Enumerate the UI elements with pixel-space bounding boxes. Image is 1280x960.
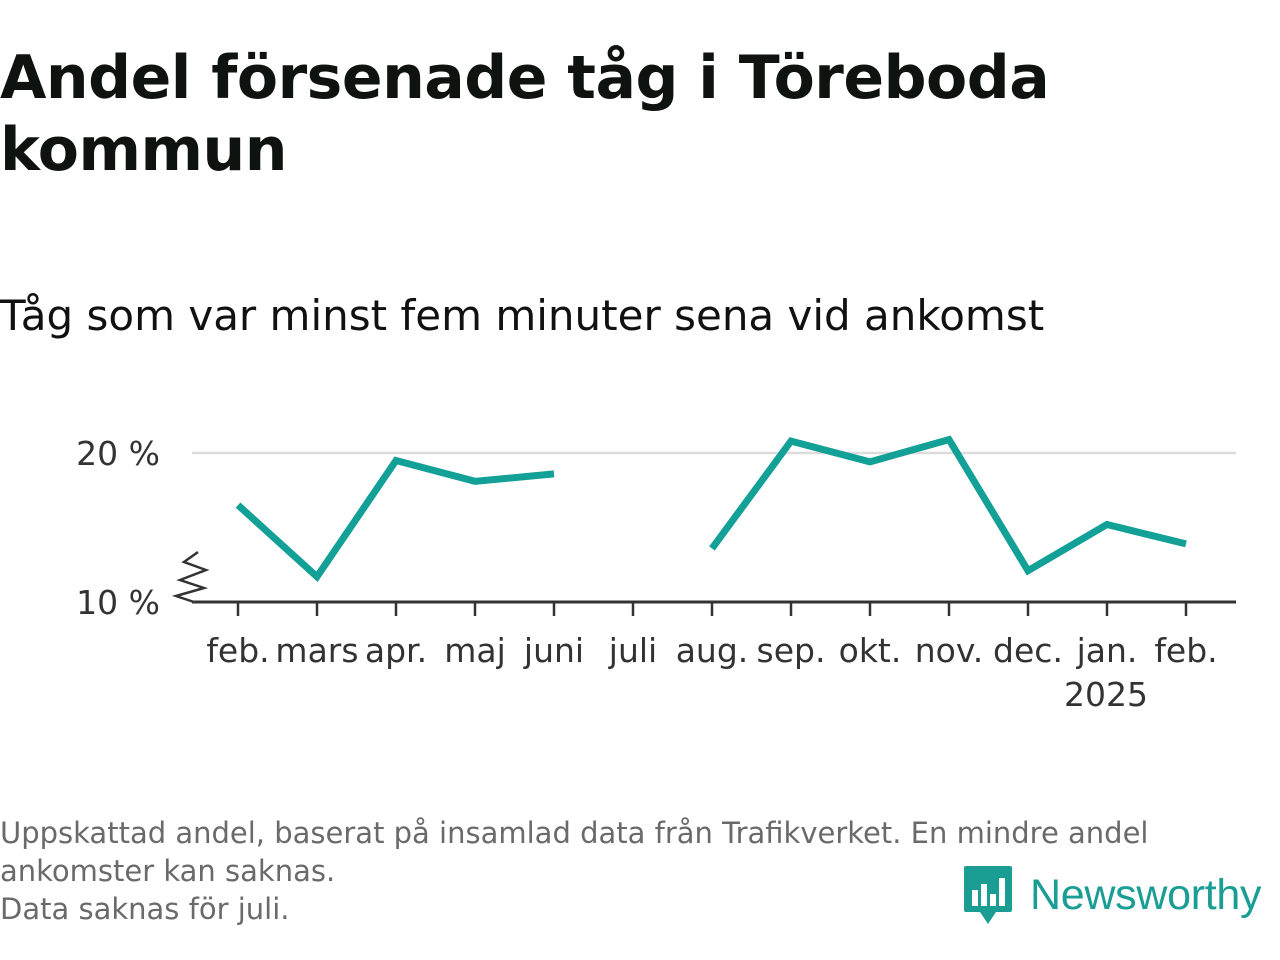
- chart-subtitle: Tåg som var minst fem minuter sena vid a…: [0, 291, 1045, 340]
- x-tick-label: feb.: [206, 631, 269, 670]
- x-tick-label: okt.: [839, 631, 902, 670]
- x-tick-label: juni: [523, 631, 584, 670]
- brand-logo: Newsworthy: [962, 862, 1261, 928]
- x-tick-labels: feb. mars apr. maj juni juli aug. sep. okt. nov. d…: [206, 631, 1217, 714]
- x-tick-label: dec.: [993, 631, 1063, 670]
- x-tick-label: maj: [444, 631, 506, 670]
- x-year-label: 2025: [1064, 675, 1148, 714]
- line-chart: 10 %20 % feb. mars apr. maj juni juli aug. sep.…: [76, 434, 1236, 714]
- x-tick-label: apr.: [365, 631, 427, 670]
- x-tick-label: nov.: [915, 631, 984, 670]
- series-line-segment: [709, 435, 1187, 576]
- x-tick-label: aug.: [676, 631, 749, 670]
- footnote-line-2: ankomster kan saknas.: [0, 854, 336, 888]
- footnote: Uppskattad andel, baserat på insamlad da…: [0, 814, 1270, 928]
- axis-break-mark: [171, 550, 210, 604]
- x-tick-label: jan.: [1076, 631, 1138, 670]
- x-tick-label: juli: [608, 631, 657, 670]
- brand-name: Newsworthy: [1030, 870, 1262, 919]
- x-tick-label: sep.: [757, 631, 826, 670]
- y-tick-labels: 10 % 20 %: [76, 434, 160, 622]
- footnote-line-3: Data saknas för juli.: [0, 892, 290, 926]
- newsworthy-logo-icon: [964, 866, 1012, 924]
- series-lines: [235, 435, 1187, 582]
- y-tick-label: 10 %: [76, 583, 160, 622]
- series-line-segment: [235, 456, 555, 582]
- x-tick-label: mars: [275, 631, 358, 670]
- footnote-line-1: Uppskattad andel, baserat på insamlad da…: [0, 816, 1149, 850]
- x-tick-label: feb.: [1154, 631, 1217, 670]
- y-tick-label: 20 %: [76, 434, 160, 473]
- chart-title: Andel försenade tåg i Töreboda kommun: [0, 43, 1050, 185]
- x-axis: [171, 550, 1236, 616]
